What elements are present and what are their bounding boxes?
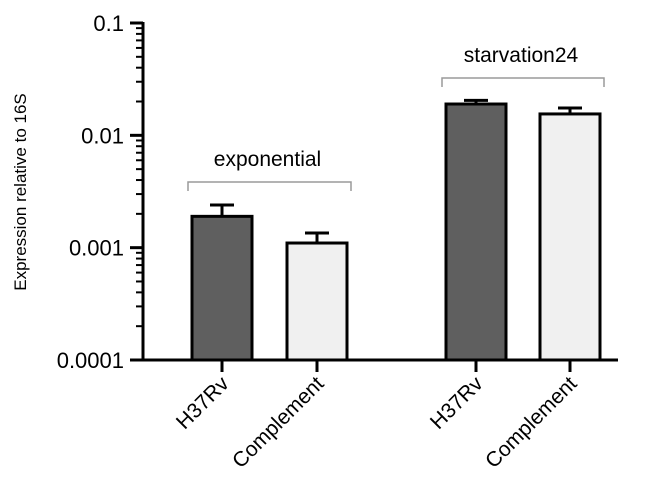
x-category-label: Complement <box>228 372 329 473</box>
x-category-label: H37Rv <box>172 372 234 434</box>
x-category-label: Complement <box>481 372 582 473</box>
x-category-label: H37Rv <box>426 372 488 434</box>
y-tick-label: 0.1 <box>93 11 124 36</box>
bar-h37rv <box>190 214 254 362</box>
group-label: exponential <box>214 148 321 171</box>
bar-complement <box>538 112 602 362</box>
group-bracket <box>441 77 605 87</box>
y-tick-label: 0.01 <box>81 123 124 148</box>
group-label: starvation24 <box>464 44 579 67</box>
bar-complement <box>285 241 349 362</box>
group-bracket <box>187 181 352 191</box>
y-axis-title: Expression relative to 16S <box>11 93 30 291</box>
bar-h37rv <box>444 102 508 362</box>
y-tick-label: 0.001 <box>69 236 124 261</box>
y-tick-label: 0.0001 <box>57 348 124 373</box>
